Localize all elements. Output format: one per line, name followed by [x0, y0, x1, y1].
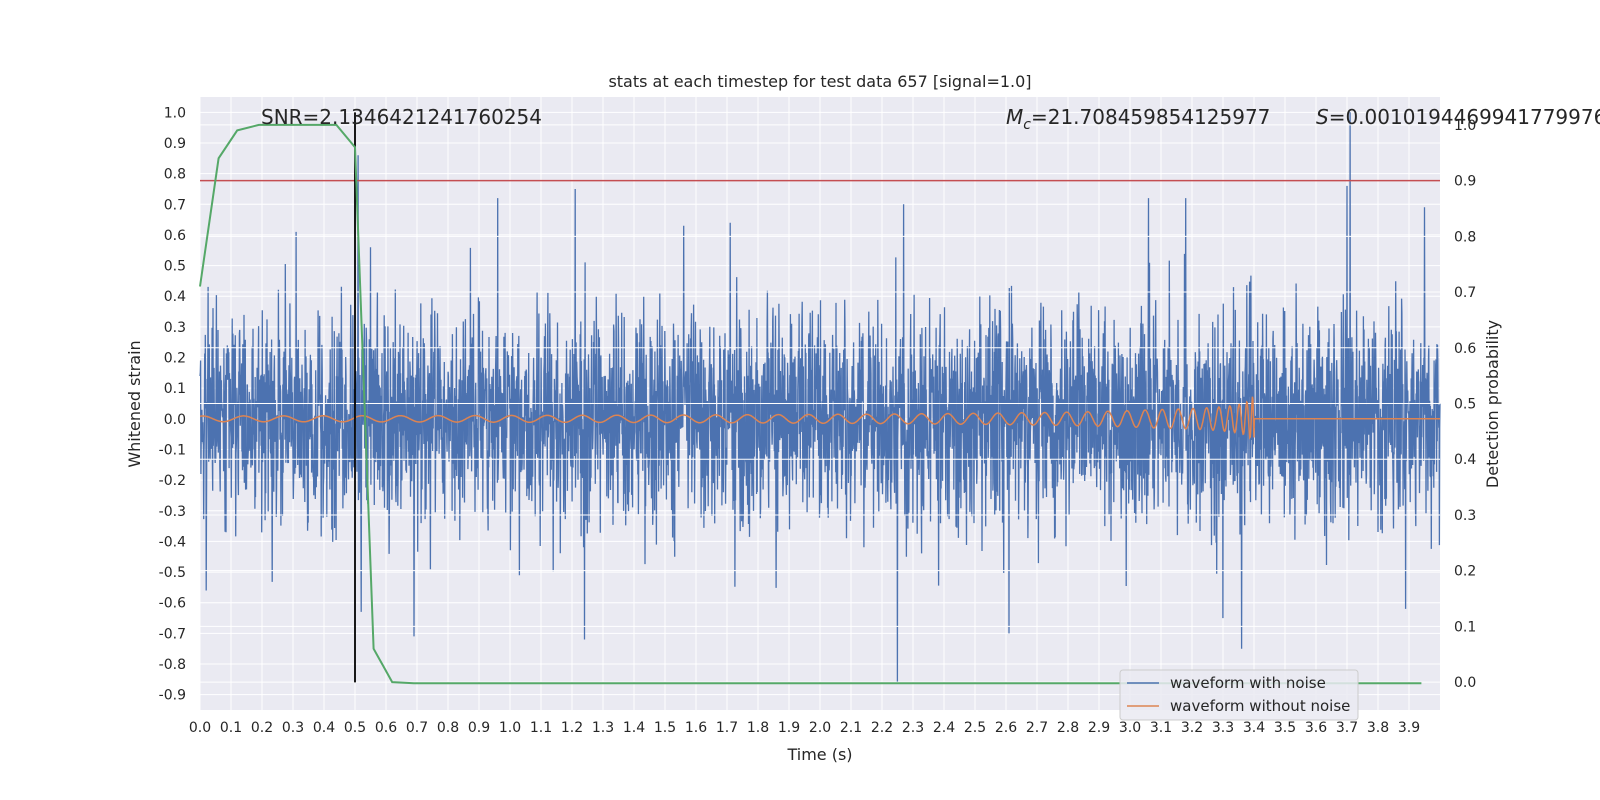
y-tick-label-right: 0.9 — [1454, 174, 1476, 190]
x-tick-label: 3.5 — [1274, 720, 1296, 736]
x-tick-label: 0.7 — [406, 720, 428, 736]
y-tick-label-left: 0.1 — [164, 381, 186, 397]
y-tick-label-left: -0.1 — [159, 442, 186, 458]
x-tick-label: 2.5 — [964, 720, 986, 736]
y-tick-label-left: 0.3 — [164, 320, 186, 336]
x-tick-label: 0.4 — [313, 720, 335, 736]
x-tick-label: 0.9 — [468, 720, 490, 736]
x-tick-label: 0.1 — [220, 720, 242, 736]
y-tick-label-right: 0.6 — [1454, 341, 1476, 357]
chirp-mass-symbol: M — [1006, 105, 1023, 129]
y-tick-label-left: -0.6 — [159, 596, 186, 612]
s-annotation: S=0.0010194469941779976 — [1316, 105, 1600, 129]
x-tick-label: 2.8 — [1057, 720, 1079, 736]
y-tick-label-left: 0.2 — [164, 351, 186, 367]
y-tick-label-left: -0.7 — [159, 626, 186, 642]
x-tick-label: 2.6 — [995, 720, 1017, 736]
y-tick-label-left: 0.9 — [164, 136, 186, 152]
y-tick-label-right: 0.2 — [1454, 564, 1476, 580]
y-tick-label-right: 0.4 — [1454, 452, 1476, 468]
x-tick-label: 2.4 — [933, 720, 955, 736]
series-detection-probability — [199, 123, 1422, 685]
clean-waveform-line — [200, 396, 1440, 440]
x-tick-label: 3.9 — [1398, 720, 1420, 736]
chirp-mass-annotation: Mc=21.708459854125977 — [1006, 105, 1270, 133]
legend-box — [1119, 669, 1359, 721]
x-tick-label: 1.2 — [561, 720, 583, 736]
x-tick-label: 3.8 — [1367, 720, 1389, 736]
x-tick-label: 2.1 — [840, 720, 862, 736]
y-tick-label-left: -0.3 — [159, 504, 186, 520]
y-tick-label-left: 0.7 — [164, 197, 186, 213]
x-tick-label: 1.0 — [499, 720, 521, 736]
y-tick-label-left: -0.5 — [159, 565, 186, 581]
x-axis-label: Time (s) — [786, 745, 852, 764]
y-tick-label-left: 0.0 — [164, 412, 186, 428]
x-tick-label: 1.7 — [716, 720, 738, 736]
x-tick-label: 1.4 — [623, 720, 645, 736]
x-tick-label: 3.1 — [1150, 720, 1172, 736]
x-tick-label: 0.3 — [282, 720, 304, 736]
series-waveform-without-noise — [200, 396, 1440, 440]
y-tick-label-right: 0.0 — [1454, 675, 1476, 691]
noise-line — [199, 112, 1441, 683]
y-tick-label-left: 1.0 — [164, 105, 186, 121]
x-tick-label: 1.6 — [685, 720, 707, 736]
x-tick-label: 2.3 — [902, 720, 924, 736]
y-tick-label-right: 0.7 — [1454, 285, 1476, 301]
y-tick-label-left: -0.4 — [159, 534, 186, 550]
x-tick-label: 1.9 — [778, 720, 800, 736]
x-tick-label: 3.0 — [1119, 720, 1141, 736]
x-tick-label: 1.1 — [530, 720, 552, 736]
y-axis-label-left: Whitened strain — [125, 340, 144, 467]
y-tick-label-right: 0.3 — [1454, 508, 1476, 524]
chirp-mass-subscript: c — [1023, 117, 1031, 133]
x-tick-label: 3.6 — [1305, 720, 1327, 736]
x-tick-label: 0.0 — [189, 720, 211, 736]
x-tick-label: 0.2 — [251, 720, 273, 736]
y-tick-label-right: 0.1 — [1454, 619, 1476, 635]
y-tick-label-left: 0.5 — [164, 259, 186, 275]
y-tick-label-left: 0.4 — [164, 289, 186, 305]
chart-title: stats at each timestep for test data 657… — [608, 72, 1031, 91]
x-tick-label: 3.2 — [1181, 720, 1203, 736]
chirp-mass-value: =21.708459854125977 — [1031, 105, 1270, 129]
y-tick-label-left: -0.9 — [159, 688, 186, 704]
snr-annotation: SNR=2.1346421241760254 — [261, 105, 542, 129]
y-tick-label-right: 1.0 — [1454, 118, 1476, 134]
x-tick-label: 2.9 — [1088, 720, 1110, 736]
x-tick-label: 0.5 — [344, 720, 366, 736]
legend-label-noise: waveform with noise — [1170, 674, 1326, 692]
x-tick-label: 2.2 — [871, 720, 893, 736]
legend: waveform with noise waveform without noi… — [1119, 669, 1359, 721]
series-waveform-with-noise — [199, 112, 1441, 683]
tick-labels: 0.0 0.1 0.2 0.3 0.4 0.5 0.6 0.7 0.8 0.9 1.0 1.1 1.2 1… — [159, 105, 1477, 736]
x-tick-label: 2.0 — [809, 720, 831, 736]
y-tick-label-left: -0.8 — [159, 657, 186, 673]
x-tick-label: 2.7 — [1026, 720, 1048, 736]
x-tick-label: 1.3 — [592, 720, 614, 736]
y-tick-label-right: 0.8 — [1454, 229, 1476, 245]
legend-label-clean: waveform without noise — [1170, 697, 1350, 715]
x-tick-label: 0.8 — [437, 720, 459, 736]
y-tick-label-right: 0.5 — [1454, 397, 1476, 413]
probability-line — [199, 123, 1422, 685]
y-tick-label-left: 0.6 — [164, 228, 186, 244]
y-axis-label-right: Detection probability — [1483, 320, 1502, 488]
s-symbol: S — [1316, 105, 1329, 129]
x-tick-label: 1.5 — [654, 720, 676, 736]
x-tick-label: 3.4 — [1243, 720, 1265, 736]
x-tick-label: 3.3 — [1212, 720, 1234, 736]
x-tick-label: 1.8 — [747, 720, 769, 736]
y-tick-label-left: 0.8 — [164, 167, 186, 183]
y-tick-label-left: -0.2 — [159, 473, 186, 489]
s-value: =0.0010194469941779976 — [1329, 105, 1600, 129]
x-tick-label: 0.6 — [375, 720, 397, 736]
x-tick-label: 3.7 — [1336, 720, 1358, 736]
